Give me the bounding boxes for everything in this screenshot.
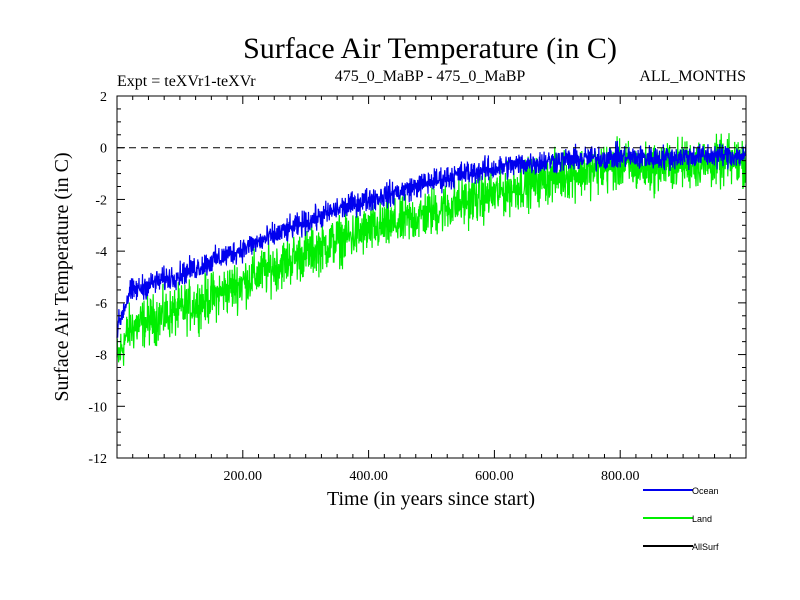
x-tick-label: 200.00 <box>224 469 263 484</box>
x-axis-label: Time (in years since start) <box>327 488 535 510</box>
x-tick-label: 800.00 <box>601 469 640 484</box>
y-axis: -12 -10 -8 -6 -4 -2 0 2 <box>88 90 746 467</box>
y-tick-label: -12 <box>88 452 107 467</box>
x-tick-label: 600.00 <box>475 469 514 484</box>
x-tick-label: 400.00 <box>349 469 388 484</box>
y-tick-label: -10 <box>88 400 107 415</box>
y-tick-label: -6 <box>95 297 107 312</box>
chart-title: Surface Air Temperature (in C) <box>243 32 617 65</box>
x-axis: 200.00 400.00 600.00 800.00 <box>132 96 731 484</box>
y-tick-label: -8 <box>95 349 107 364</box>
subtitle-right: ALL_MONTHS <box>639 68 746 85</box>
plot-lines <box>116 133 747 366</box>
legend-label-allsurf: AllSurf <box>692 542 719 552</box>
series-line-ocean <box>116 140 747 339</box>
y-tick-label: -2 <box>95 193 107 208</box>
series-line-land <box>116 133 747 366</box>
y-axis-label: Surface Air Temperature (in C) <box>51 152 73 401</box>
subtitle-left: Expt = teXVr1-teXVr <box>117 73 256 90</box>
y-tick-label: -4 <box>95 245 107 260</box>
subtitle-center: 475_0_MaBP - 475_0_MaBP <box>335 68 526 85</box>
legend-label-ocean: Ocean <box>692 486 719 496</box>
y-tick-label: 0 <box>100 142 107 157</box>
legend: Ocean Land AllSurf <box>643 486 719 552</box>
legend-label-land: Land <box>692 514 712 524</box>
y-tick-label: 2 <box>100 90 107 105</box>
